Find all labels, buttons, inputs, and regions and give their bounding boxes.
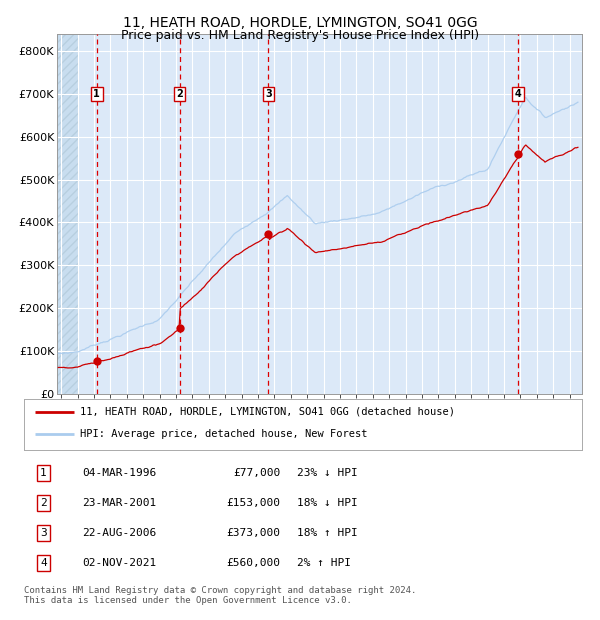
Text: 11, HEATH ROAD, HORDLE, LYMINGTON, SO41 0GG (detached house): 11, HEATH ROAD, HORDLE, LYMINGTON, SO41 … [80, 407, 455, 417]
Text: 2: 2 [40, 498, 47, 508]
Text: 04-MAR-1996: 04-MAR-1996 [83, 468, 157, 479]
Text: 18% ↑ HPI: 18% ↑ HPI [298, 528, 358, 538]
Text: 3: 3 [265, 89, 272, 99]
Text: 1: 1 [40, 468, 47, 479]
Text: 4: 4 [514, 89, 521, 99]
Text: £373,000: £373,000 [227, 528, 281, 538]
Text: 11, HEATH ROAD, HORDLE, LYMINGTON, SO41 0GG: 11, HEATH ROAD, HORDLE, LYMINGTON, SO41 … [122, 16, 478, 30]
Text: 2% ↑ HPI: 2% ↑ HPI [298, 558, 352, 568]
Text: £560,000: £560,000 [227, 558, 281, 568]
Text: 4: 4 [40, 558, 47, 568]
Text: £77,000: £77,000 [233, 468, 281, 479]
Text: 22-AUG-2006: 22-AUG-2006 [83, 528, 157, 538]
Text: 3: 3 [40, 528, 47, 538]
Text: 02-NOV-2021: 02-NOV-2021 [83, 558, 157, 568]
Text: 18% ↓ HPI: 18% ↓ HPI [298, 498, 358, 508]
Text: £153,000: £153,000 [227, 498, 281, 508]
Text: 2: 2 [176, 89, 183, 99]
Text: 23% ↓ HPI: 23% ↓ HPI [298, 468, 358, 479]
Text: 23-MAR-2001: 23-MAR-2001 [83, 498, 157, 508]
Text: Price paid vs. HM Land Registry's House Price Index (HPI): Price paid vs. HM Land Registry's House … [121, 29, 479, 42]
Text: HPI: Average price, detached house, New Forest: HPI: Average price, detached house, New … [80, 429, 367, 439]
Text: 1: 1 [94, 89, 100, 99]
Text: Contains HM Land Registry data © Crown copyright and database right 2024.
This d: Contains HM Land Registry data © Crown c… [24, 586, 416, 605]
